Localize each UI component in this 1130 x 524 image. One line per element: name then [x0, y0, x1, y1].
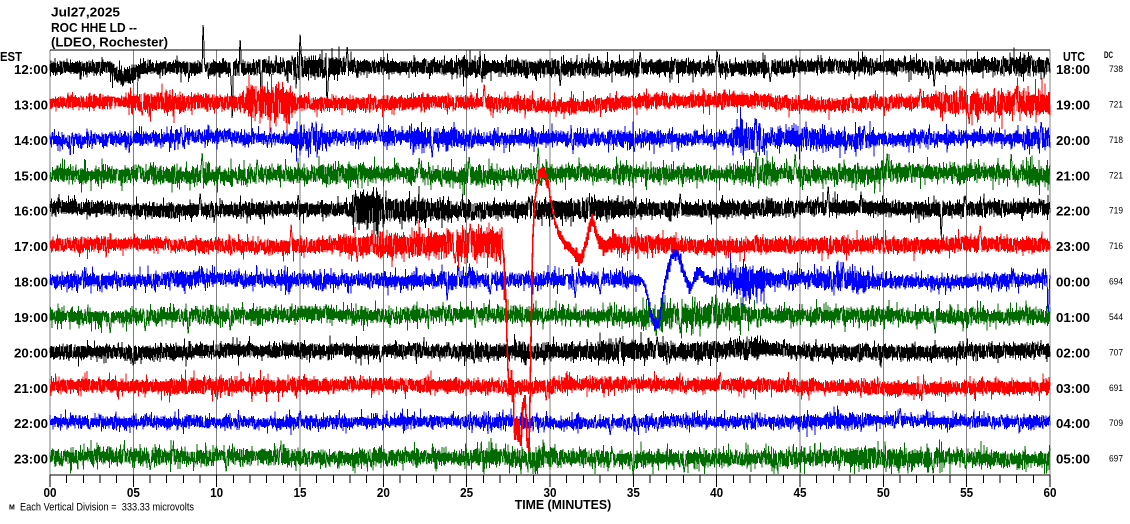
svg-text:02:00: 02:00 [1056, 345, 1090, 360]
svg-text:UTC: UTC [1063, 49, 1086, 64]
svg-text:00: 00 [44, 485, 57, 500]
svg-text:23:00: 23:00 [14, 452, 48, 467]
svg-text:16:00: 16:00 [14, 204, 48, 219]
svg-text:544: 544 [1109, 312, 1123, 323]
svg-text:19:00: 19:00 [1056, 97, 1090, 112]
svg-text:20:00: 20:00 [1056, 133, 1090, 148]
svg-text:DC: DC [1104, 50, 1113, 60]
svg-text:738: 738 [1109, 64, 1123, 75]
svg-text:25: 25 [460, 485, 473, 500]
svg-text:01:00: 01:00 [1056, 310, 1090, 325]
svg-text:00:00: 00:00 [1056, 275, 1090, 290]
svg-text:05:00: 05:00 [1056, 452, 1090, 467]
svg-text:55: 55 [960, 485, 973, 500]
svg-text:05: 05 [127, 485, 140, 500]
svg-text:30: 30 [544, 485, 557, 500]
svg-text:20: 20 [377, 485, 390, 500]
svg-text:18:00: 18:00 [1056, 62, 1090, 77]
svg-text:45: 45 [794, 485, 807, 500]
svg-text:15: 15 [294, 485, 307, 500]
svg-text:50: 50 [877, 485, 890, 500]
svg-text:22:00: 22:00 [1056, 204, 1090, 219]
svg-text:13:00: 13:00 [14, 97, 48, 112]
svg-text:709: 709 [1109, 418, 1123, 429]
svg-text:694: 694 [1109, 277, 1123, 288]
svg-text:14:00: 14:00 [14, 133, 48, 148]
svg-text:707: 707 [1109, 347, 1123, 358]
svg-text:12:00: 12:00 [14, 62, 48, 77]
svg-text:718: 718 [1109, 135, 1123, 146]
svg-text:17:00: 17:00 [14, 239, 48, 254]
svg-text:60: 60 [1044, 485, 1057, 500]
svg-text:697: 697 [1109, 454, 1123, 465]
svg-text:15:00: 15:00 [14, 168, 48, 183]
svg-text:Jul27,2025: Jul27,2025 [51, 5, 120, 20]
svg-text:21:00: 21:00 [1056, 168, 1090, 183]
svg-text:20:00: 20:00 [14, 345, 48, 360]
svg-text:719: 719 [1109, 206, 1123, 217]
svg-text:721: 721 [1109, 99, 1123, 110]
svg-text:721: 721 [1109, 170, 1123, 181]
svg-text:ROC HHE LD --: ROC HHE LD -- [51, 20, 137, 35]
svg-text:18:00: 18:00 [14, 275, 48, 290]
svg-text:716: 716 [1109, 241, 1123, 252]
svg-text:19:00: 19:00 [14, 310, 48, 325]
svg-text:22:00: 22:00 [14, 416, 48, 431]
svg-text:Each Vertical Division = 333.: Each Vertical Division = 333.33 microvol… [20, 502, 194, 514]
svg-text:691: 691 [1109, 383, 1123, 394]
svg-text:TIME (MINUTES): TIME (MINUTES) [515, 497, 612, 512]
svg-text:35: 35 [627, 485, 640, 500]
svg-text:21:00: 21:00 [14, 381, 48, 396]
svg-text:M: M [9, 505, 15, 512]
svg-text:10: 10 [210, 485, 223, 500]
svg-text:EST: EST [0, 49, 22, 64]
svg-text:(LDEO, Rochester): (LDEO, Rochester) [51, 35, 168, 50]
svg-text:03:00: 03:00 [1056, 381, 1090, 396]
svg-text:04:00: 04:00 [1056, 416, 1090, 431]
svg-text:40: 40 [710, 485, 723, 500]
svg-text:23:00: 23:00 [1056, 239, 1090, 254]
